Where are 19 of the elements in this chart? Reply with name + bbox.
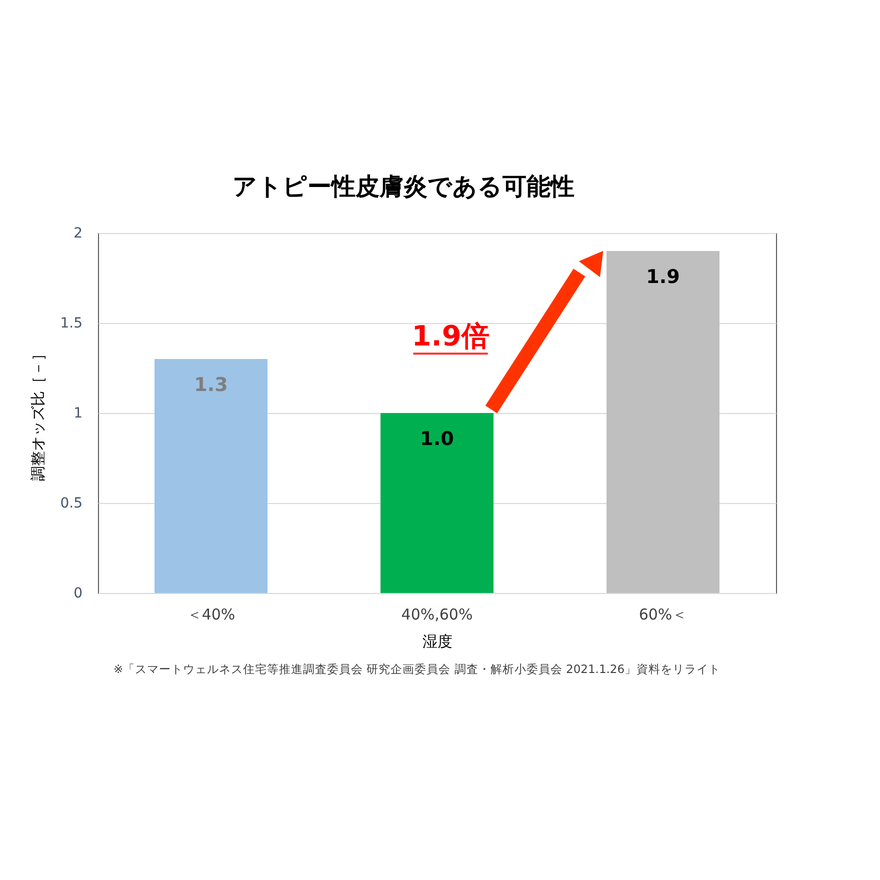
data-label: 1.3 <box>194 374 228 396</box>
text: ※「スマートウェルネス住宅等推進調査委員会 研究企画委員会 調査・解析小委員会 2021.1.26」資料をリライト <box>113 662 721 676</box>
bar <box>380 413 494 593</box>
x-tick-label: 60%＜ <box>638 606 688 624</box>
data-label: 1.0 <box>420 428 454 450</box>
y-tick-label: 0 <box>74 586 82 602</box>
chart-title: アトピー性皮膚炎である可能性 <box>232 172 574 200</box>
annotation: 1.9倍 <box>412 319 490 352</box>
x-tick-label: 40%,60% <box>401 606 473 624</box>
y-tick-label: 0.5 <box>60 496 82 512</box>
data-label: 1.9 <box>646 266 680 288</box>
bar <box>606 251 720 593</box>
y-tick-label: 1.5 <box>60 316 82 332</box>
y-axis-title: 調整オッズ比［－］ <box>29 346 48 481</box>
x-tick-label: ＜40% <box>186 606 236 624</box>
bar <box>154 359 268 593</box>
x-axis-title: 湿度 <box>422 632 452 650</box>
y-tick-label: 2 <box>74 226 82 242</box>
y-tick-label: 1 <box>74 406 82 422</box>
